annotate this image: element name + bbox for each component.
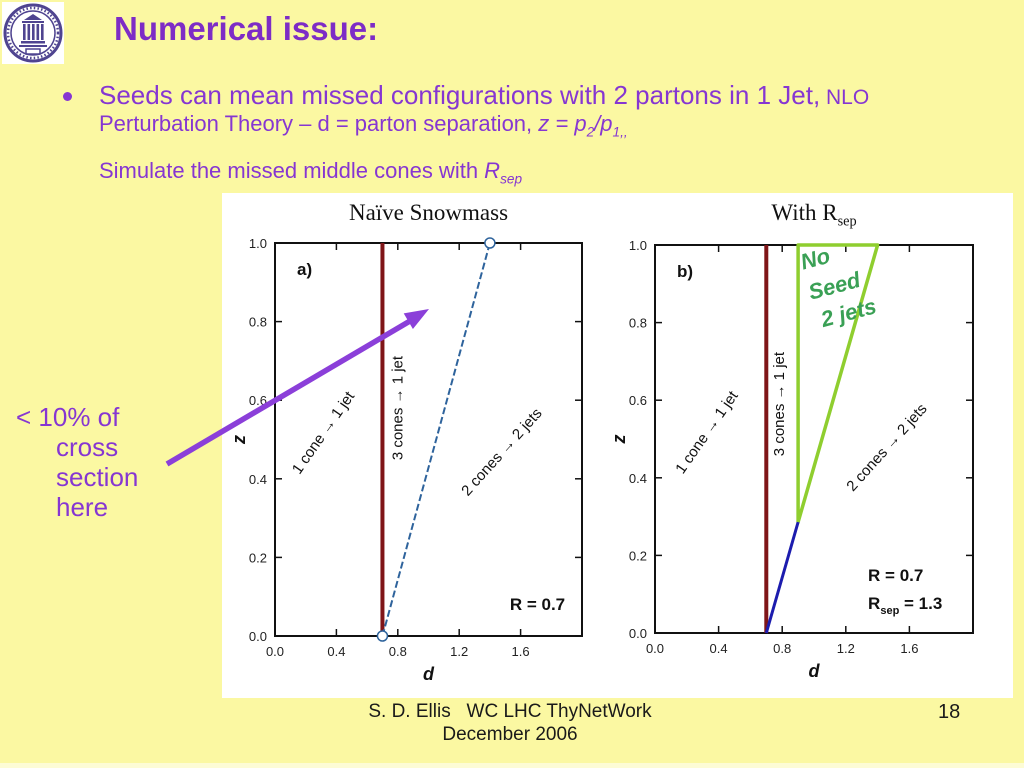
chart-label: R = 0.7 xyxy=(510,595,565,614)
end-marker xyxy=(376,630,389,642)
chart-label: R = 0.7 xyxy=(868,566,923,585)
slide-title: Numerical issue: xyxy=(114,10,379,47)
equals-sign: = xyxy=(549,111,575,136)
chart-label: 3 cones → 1 jet xyxy=(389,355,406,460)
plot-b-title-main: With R xyxy=(771,200,838,225)
y-tick-label: 0.6 xyxy=(629,393,647,408)
y-axis-label: z xyxy=(229,435,249,445)
footer-author: S. D. Ellis WC LHC ThyNetWork xyxy=(368,701,652,722)
merge-boundary-line xyxy=(381,242,491,637)
x-tick-label: 0.4 xyxy=(710,641,728,656)
annotation-line: cross xyxy=(56,432,119,462)
y-tick-label: 1.0 xyxy=(629,238,647,253)
y-tick-label: 0.2 xyxy=(249,550,267,565)
page-number: 18 xyxy=(938,701,961,723)
y-axis-label: z xyxy=(609,435,629,445)
chart-label: No xyxy=(798,243,833,275)
merge-boundary-line-low-z xyxy=(764,521,800,634)
x-axis-label: d xyxy=(809,661,821,681)
plot-a-title: Naïve Snowmass xyxy=(348,200,509,225)
bottom-edge-strip xyxy=(0,763,1024,768)
bullet-line-1-nlo: NLO xyxy=(820,86,870,109)
var-p1: p xyxy=(600,111,613,136)
annotation-line: section xyxy=(56,462,139,492)
y-tick-label: 0.8 xyxy=(629,316,647,331)
bullet-line-1: Seeds can mean missed configurations wit… xyxy=(99,80,869,111)
bullet-line-2-main: Perturbation Theory – d = parton separat… xyxy=(99,111,539,136)
bullet-marker xyxy=(63,92,72,101)
slash: / xyxy=(594,111,601,136)
end-marker xyxy=(484,237,496,249)
university-seal-logo xyxy=(2,2,64,64)
cross-section-annotation: < 10% of cross section here xyxy=(16,402,138,522)
no-seed-2-jets-region xyxy=(796,243,880,524)
plot-b-title: With Rsep xyxy=(655,200,973,231)
bullet-line-3: Simulate the missed middle cones with Rs… xyxy=(99,158,522,186)
y-tick-label: 0.0 xyxy=(249,629,267,644)
y-tick-label: 0.4 xyxy=(629,471,647,486)
footer-date: December 2006 xyxy=(442,724,578,745)
y-tick-label: 1.0 xyxy=(249,236,267,251)
plot-b-title-sub: sep xyxy=(837,213,857,230)
x-tick-label: 0.8 xyxy=(389,644,407,659)
bullet-line-3-main: Simulate the missed middle cones with xyxy=(99,158,485,183)
chart-label: 3 cones → 1 jet xyxy=(771,351,788,456)
x-tick-label: 0.0 xyxy=(266,644,284,659)
bullet-line-1-main: Seeds can mean missed configurations wit… xyxy=(99,80,821,110)
var-p2: p xyxy=(574,111,587,136)
var-p2-sub: 2 xyxy=(586,124,595,140)
x-tick-label: 1.2 xyxy=(837,641,855,656)
university-seal-icon xyxy=(3,3,63,63)
chart-label: 1 cone → 1 jet xyxy=(289,388,359,478)
y-tick-label: 0.8 xyxy=(249,315,267,330)
var-R: R xyxy=(484,158,501,183)
panel-letter: a) xyxy=(297,260,312,279)
annotation-line: < 10% of xyxy=(16,402,120,432)
y-tick-label: 0.4 xyxy=(249,472,267,487)
footer: S. D. Ellis WC LHC ThyNetWork December 2… xyxy=(260,700,760,746)
var-R-sub: sep xyxy=(500,171,523,187)
x-tick-label: 0.4 xyxy=(327,644,345,659)
x-tick-label: 1.6 xyxy=(900,641,918,656)
chart-label: 2 cones → 2 jets xyxy=(458,405,545,499)
x-tick-label: 0.0 xyxy=(646,641,664,656)
chart-label: 2 cones → 2 jets xyxy=(843,400,930,494)
x-tick-label: 0.8 xyxy=(773,641,791,656)
y-tick-label: 0.2 xyxy=(629,548,647,563)
bullet-line-2: Perturbation Theory – d = parton separat… xyxy=(99,111,628,139)
var-p1-sub: 1,, xyxy=(612,124,628,140)
x-tick-label: 1.2 xyxy=(450,644,468,659)
y-tick-label: 0.0 xyxy=(629,626,647,641)
annotation-line: here xyxy=(56,492,109,522)
x-tick-label: 1.6 xyxy=(512,644,530,659)
x-axis-label: d xyxy=(423,664,435,684)
chart-label: Rsep = 1.3 xyxy=(868,594,942,617)
chart-label: 1 cone → 1 jet xyxy=(672,387,742,477)
panel-letter: b) xyxy=(677,262,693,281)
var-z: z xyxy=(538,111,550,136)
y-tick-label: 0.6 xyxy=(249,393,267,408)
